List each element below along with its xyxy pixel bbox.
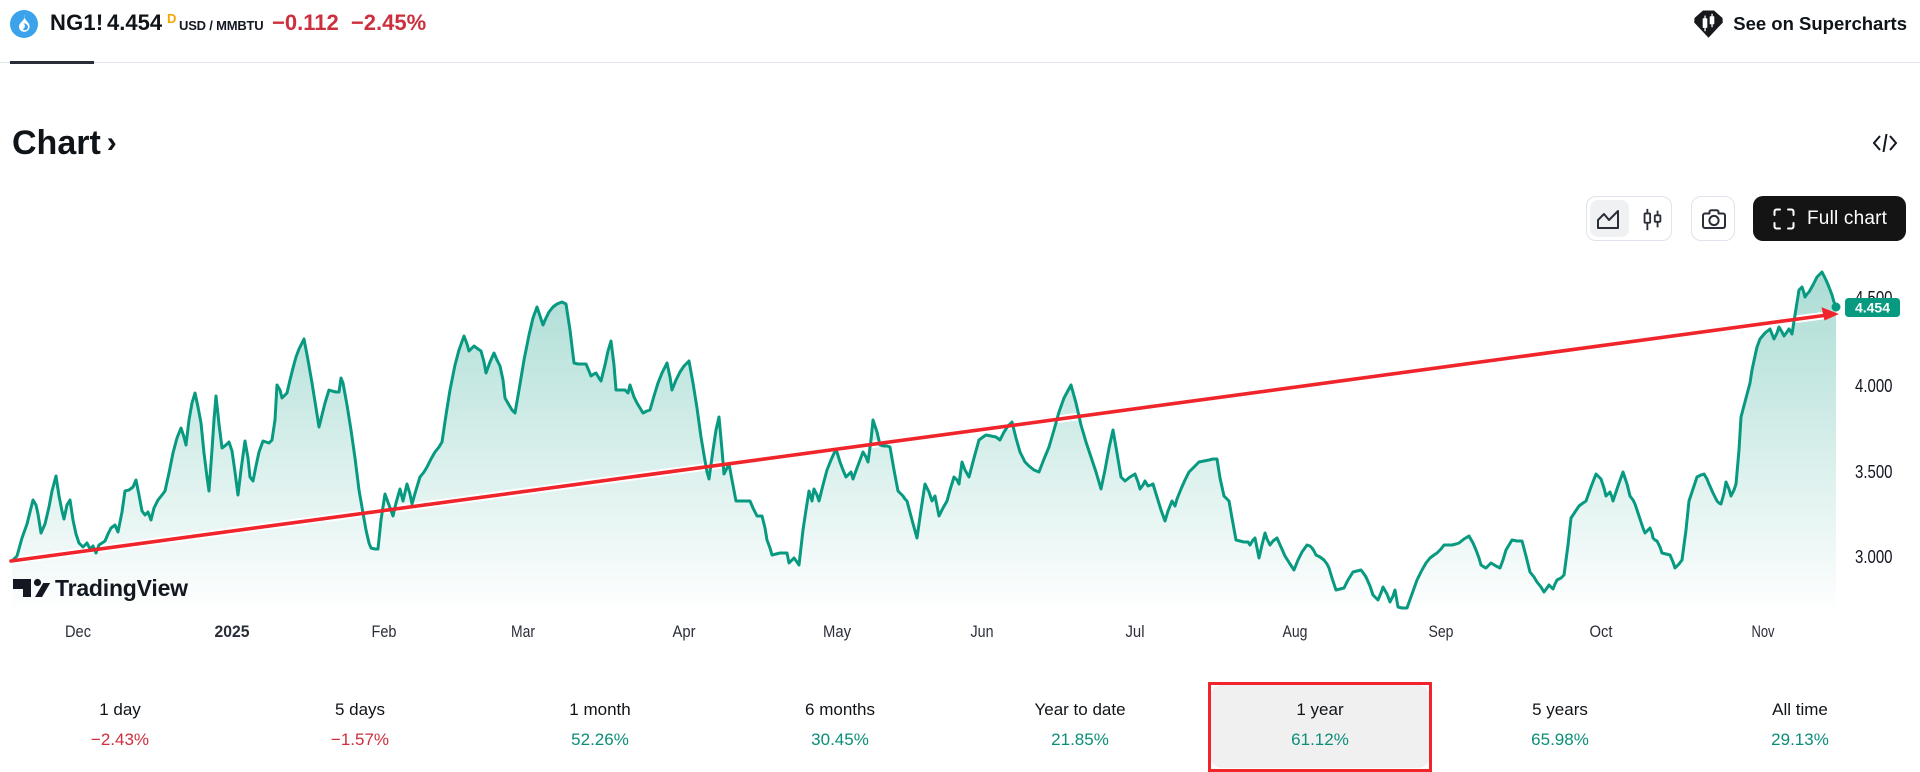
svg-text:4.000: 4.000 [1855,376,1893,396]
svg-text:Nov: Nov [1752,623,1776,641]
svg-text:4.454: 4.454 [1855,300,1890,316]
svg-text:3.000: 3.000 [1855,547,1893,567]
svg-text:Sep: Sep [1429,623,1454,641]
svg-text:Aug: Aug [1283,623,1308,641]
svg-text:May: May [823,623,852,641]
svg-text:3.500: 3.500 [1855,462,1893,482]
svg-text:2025: 2025 [215,623,250,641]
svg-text:Jun: Jun [971,623,994,641]
svg-text:Apr: Apr [673,623,696,641]
svg-text:TradingView: TradingView [55,575,188,601]
svg-text:Oct: Oct [1590,623,1613,641]
svg-text:Jul: Jul [1126,623,1145,641]
svg-text:Feb: Feb [372,623,397,641]
svg-text:Mar: Mar [511,623,535,641]
svg-text:Dec: Dec [65,623,91,641]
